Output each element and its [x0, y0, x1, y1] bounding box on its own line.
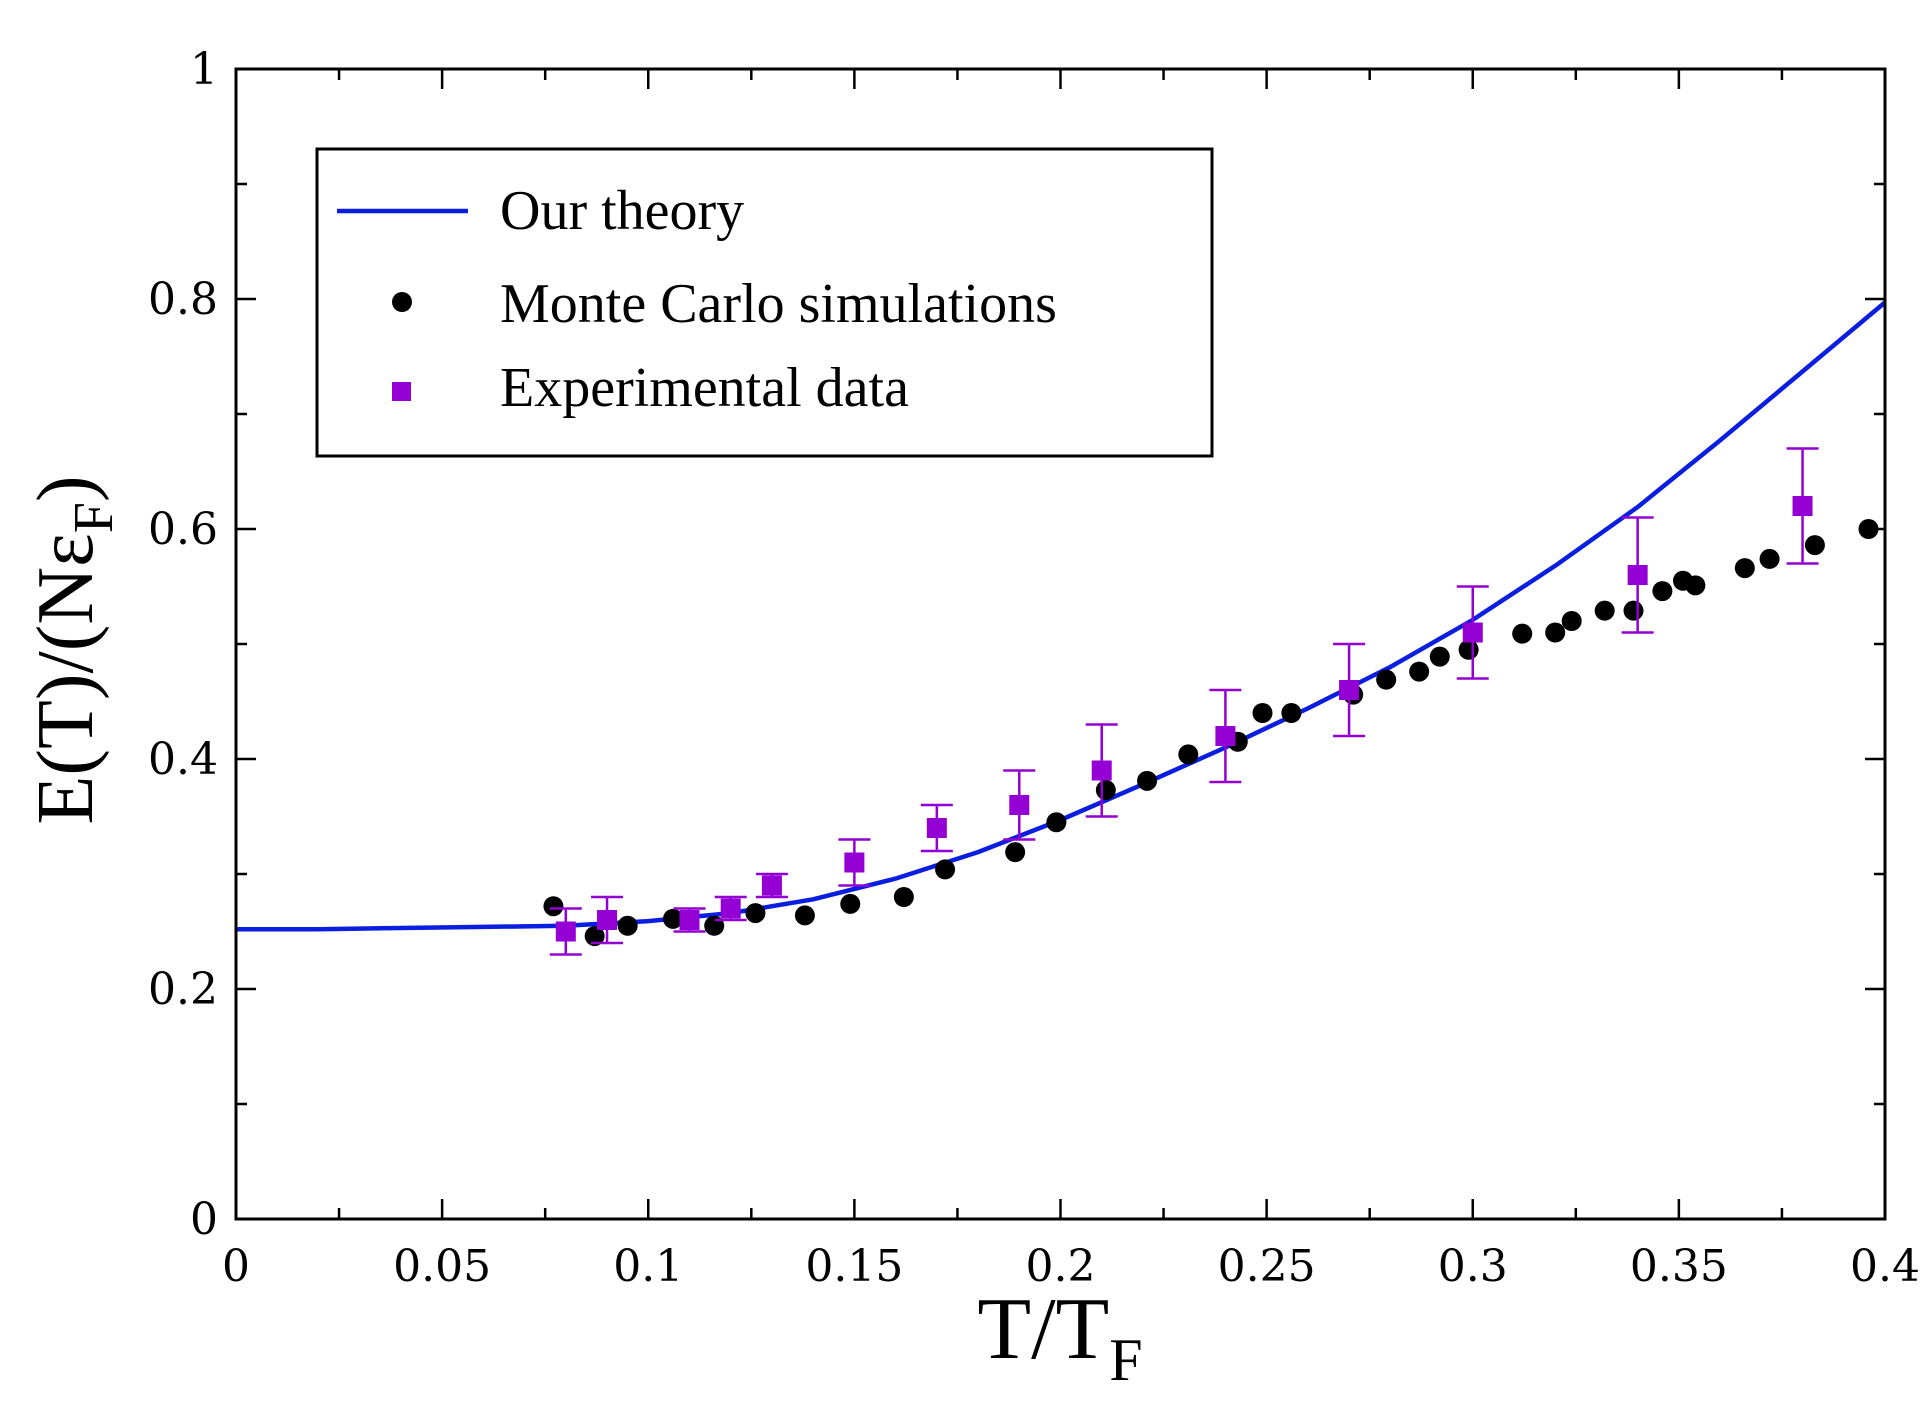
y-tick-label: 0 [190, 1194, 218, 1245]
experimental-point [1792, 496, 1813, 516]
monte-carlo-point [1429, 646, 1450, 667]
legend-box [315, 147, 1214, 458]
experimental-point [1091, 760, 1112, 781]
monte-carlo-point [1252, 703, 1273, 723]
monte-carlo-point [1281, 703, 1302, 723]
experimental-point [1462, 622, 1483, 643]
monte-carlo-point [794, 905, 815, 926]
monte-carlo-point [1046, 812, 1067, 833]
y-tick-label: 0.4 [148, 734, 218, 785]
monte-carlo-point [662, 908, 683, 929]
experimental-point [1215, 726, 1236, 746]
y-tick-label: 0.2 [148, 964, 218, 1015]
y-tick-label: 1 [190, 44, 218, 95]
y-tick-label: 0.6 [148, 504, 218, 555]
x-tick-label: 0.35 [1630, 1241, 1728, 1292]
experimental-point [844, 852, 865, 873]
x-tick-label: 0.2 [1026, 1241, 1096, 1292]
experimental-point [720, 898, 741, 919]
monte-carlo-point [1804, 535, 1825, 556]
monte-carlo-point [1458, 639, 1479, 660]
monte-carlo-point [1376, 669, 1397, 690]
legend: Our theory Monte Carlo simulations Exper… [315, 147, 1214, 458]
monte-carlo-point [1137, 770, 1158, 791]
monte-carlo-point [1178, 744, 1199, 765]
x-axis-title: T/TF [977, 1281, 1142, 1393]
experimental-point [1627, 565, 1648, 585]
legend-monte-carlo-label: Monte Carlo simulations [500, 273, 1057, 335]
experimental-point [679, 910, 700, 930]
monte-carlo-point [1759, 548, 1780, 569]
monte-carlo-point [1594, 600, 1615, 621]
y-axis-title-subscript: F [63, 502, 125, 533]
monte-carlo-point [1623, 600, 1644, 621]
x-tick-label: 0.25 [1218, 1241, 1316, 1292]
monte-carlo-point [1734, 558, 1755, 579]
monte-carlo-point [1095, 780, 1116, 801]
monte-carlo-point [1561, 611, 1582, 631]
experimental-point [1339, 680, 1360, 700]
legend-experimental-label: Experimental data [500, 357, 909, 419]
monte-carlo-point [1409, 661, 1430, 682]
legend-experimental-marker [392, 382, 411, 401]
experimental-point [555, 921, 576, 942]
y-axis-title-main: E(T)/(Nε [22, 533, 110, 824]
x-tick-label: 0.15 [805, 1241, 903, 1292]
experimental-point [597, 910, 618, 930]
x-tick-label: 0.4 [1850, 1241, 1920, 1292]
x-axis-title-main: T/T [977, 1281, 1109, 1378]
x-tick-label: 0.05 [393, 1241, 491, 1292]
legend-monte-carlo-marker [392, 292, 412, 312]
chart-marks [236, 300, 1887, 956]
monte-carlo-point [745, 903, 766, 924]
monte-carlo-point [1512, 623, 1533, 644]
axis-ticks: 0 0.05 0.1 0.15 0.2 0.25 0.3 0.35 0.4 0 0.2 0.4 0.6 0… [148, 44, 1920, 1292]
monte-carlo-point [617, 915, 638, 936]
experimental-point [1009, 795, 1030, 815]
experimental-point [761, 875, 782, 896]
monte-carlo-point [584, 926, 605, 947]
y-axis-title: E(T)/(NεF) [22, 475, 125, 824]
x-tick-label: 0 [222, 1241, 250, 1292]
y-tick-label: 0.8 [148, 274, 218, 325]
monte-carlo-point [893, 887, 914, 907]
monte-carlo-point [840, 893, 861, 914]
monte-carlo-point [1005, 842, 1026, 863]
monte-carlo-point [935, 859, 956, 880]
monte-carlo-point [1545, 622, 1566, 643]
x-tick-label: 0.1 [613, 1241, 683, 1292]
monte-carlo-point [1685, 575, 1706, 596]
monte-carlo-point [543, 896, 564, 917]
legend-theory-label: Our theory [500, 180, 744, 242]
experimental-point [926, 818, 947, 838]
x-tick-label: 0.3 [1438, 1241, 1508, 1292]
y-axis-title-close: ) [22, 475, 110, 502]
monte-carlo-point [1652, 581, 1673, 602]
x-axis-title-subscript: F [1109, 1327, 1142, 1393]
